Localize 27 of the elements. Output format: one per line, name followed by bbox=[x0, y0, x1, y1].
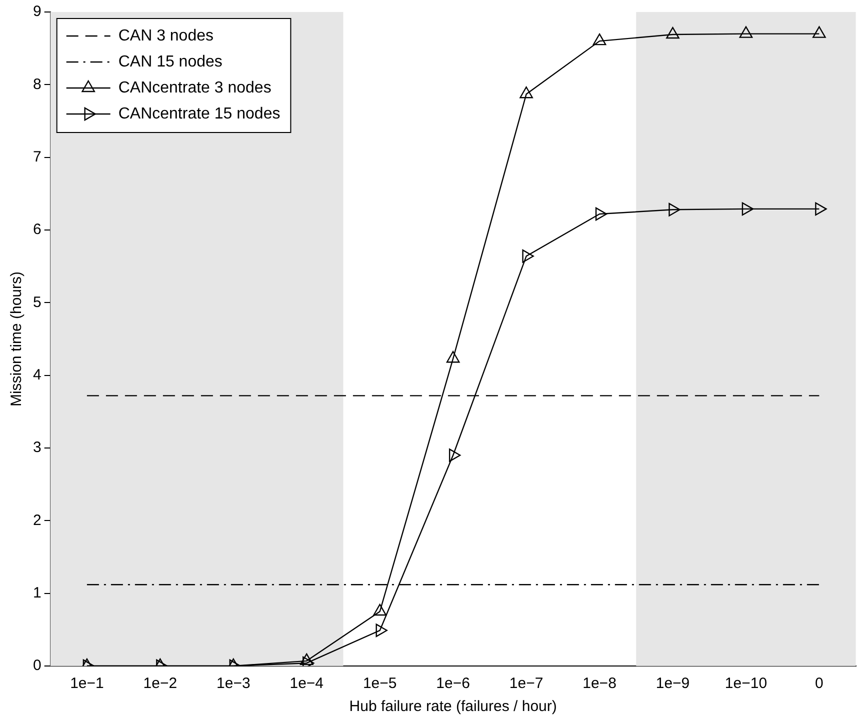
legend-label: CANcentrate 3 nodes bbox=[118, 79, 272, 96]
x-tick-label: 1e−1 bbox=[70, 675, 104, 692]
x-tick-label: 1e−3 bbox=[216, 675, 250, 692]
y-axis-title: Mission time (hours) bbox=[8, 271, 26, 407]
y-tick-label: 9 bbox=[33, 3, 42, 20]
x-tick-label: 1e−10 bbox=[724, 675, 768, 692]
x-tick-label: 0 bbox=[815, 675, 824, 692]
x-tick-label: 1e−6 bbox=[436, 675, 470, 692]
y-tick-label: 1 bbox=[33, 584, 42, 602]
x-axis-title: Hub failure rate (failures / hour) bbox=[349, 698, 557, 716]
legend-label: CANcentrate 15 nodes bbox=[118, 105, 280, 122]
y-tick-label: 5 bbox=[33, 294, 42, 311]
y-tick-label: 8 bbox=[33, 76, 42, 93]
y-tick-label: 0 bbox=[33, 657, 42, 674]
x-tick-label: 1e−7 bbox=[509, 675, 544, 692]
x-tick-label: 1e−8 bbox=[582, 675, 616, 692]
y-tick-label: 4 bbox=[33, 366, 42, 384]
x-tick-label: 1e−9 bbox=[656, 675, 690, 692]
y-tick-label: 7 bbox=[33, 148, 42, 166]
x-tick-label: 1e−4 bbox=[290, 675, 324, 692]
x-tick-label: 1e−2 bbox=[143, 675, 178, 692]
y-tick-label: 3 bbox=[33, 439, 42, 456]
legend-label: CAN 15 nodes bbox=[118, 53, 222, 70]
legend-label: CAN 3 nodes bbox=[118, 27, 214, 44]
y-tick-label: 2 bbox=[33, 512, 42, 529]
x-tick-label: 1e−5 bbox=[362, 675, 397, 692]
y-tick-label: 6 bbox=[33, 221, 42, 238]
